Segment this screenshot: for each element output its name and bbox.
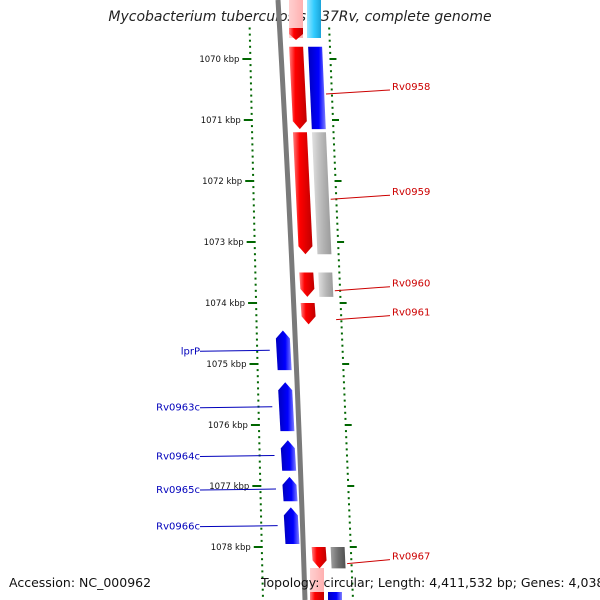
scale-layer: 1070 kbp 1071 kbp 1072 kbp 1073 kbp 1074 kbp… [199,27,357,597]
gene-label-rv0959[interactable]: Rv0959 [392,187,430,198]
tick-label: 1075 kbp [206,360,246,370]
gene-arrow-rv0965c[interactable] [282,476,298,502]
tick-label: 1077 kbp [209,482,249,492]
leader-line [199,406,273,409]
feature-fragment-top-cyan [307,0,321,38]
accession-text: Accession: NC_000962 [9,575,152,590]
feature-layer [308,46,346,569]
feature-block-gray [311,132,332,255]
gene-arrow-rv0958[interactable] [289,46,307,130]
leader-line [199,349,270,352]
gene-arrow-rv0960[interactable] [299,272,315,297]
gene-arrow-rv0963c[interactable] [278,382,295,432]
gene-label-rv0961[interactable]: Rv0961 [392,308,430,319]
gene-label-rv0966c[interactable]: Rv0966c [156,522,200,533]
backbone-layer [275,0,308,600]
leader-line [199,488,277,491]
gene-arrow-rv0964c[interactable] [280,440,297,471]
gene-label-rv0964c[interactable]: Rv0964c [156,452,200,463]
feature-block-blue [308,46,326,130]
gene-layer [275,46,327,569]
gene-arrow-rv0967[interactable] [311,547,327,569]
topology-text: Topology: circular; Length: 4,411,532 bp… [261,575,600,590]
tick-label: 1072 kbp [202,177,242,187]
tick-label: 1078 kbp [211,543,251,553]
feature-fragment-bottom-blue [328,592,342,600]
gene-label-rv0960[interactable]: Rv0960 [392,279,430,290]
tick-label: 1071 kbp [201,116,241,126]
feature-block-gray-small [318,272,334,297]
feature-fragment-top-red [289,28,303,40]
gene-arrow-rv0959[interactable] [292,132,313,255]
leader-line [330,194,391,200]
leader-line [325,89,391,95]
tick-label: 1073 kbp [204,238,244,248]
leader-line [199,455,275,457]
leader-line [336,315,391,321]
tick-label: 1074 kbp [205,299,245,309]
feature-block-dark [330,547,346,569]
leader-line [347,559,391,565]
gene-label-rv0967[interactable]: Rv0967 [392,552,430,563]
leader-line [199,525,278,528]
gene-arrow-rv0966c[interactable] [283,507,300,544]
gene-arrow-lprp[interactable] [275,330,292,371]
genome-backbone [275,0,308,600]
tick-label: 1076 kbp [208,421,248,431]
gene-label-rv0965c[interactable]: Rv0965c [156,485,200,496]
gene-label-rv0963c[interactable]: Rv0963c [156,403,200,414]
tick-label: 1070 kbp [199,55,239,65]
leader-line [334,286,391,292]
gene-arrow-rv0961[interactable] [300,303,316,325]
feature-fragment-bottom-red [310,592,324,600]
gene-label-lprp[interactable]: lprP [181,346,200,357]
label-layer: Rv0958 Rv0959 Rv0960 Rv0961 lprP Rv0963c Rv096… [156,82,430,565]
gene-label-rv0958[interactable]: Rv0958 [392,82,430,93]
